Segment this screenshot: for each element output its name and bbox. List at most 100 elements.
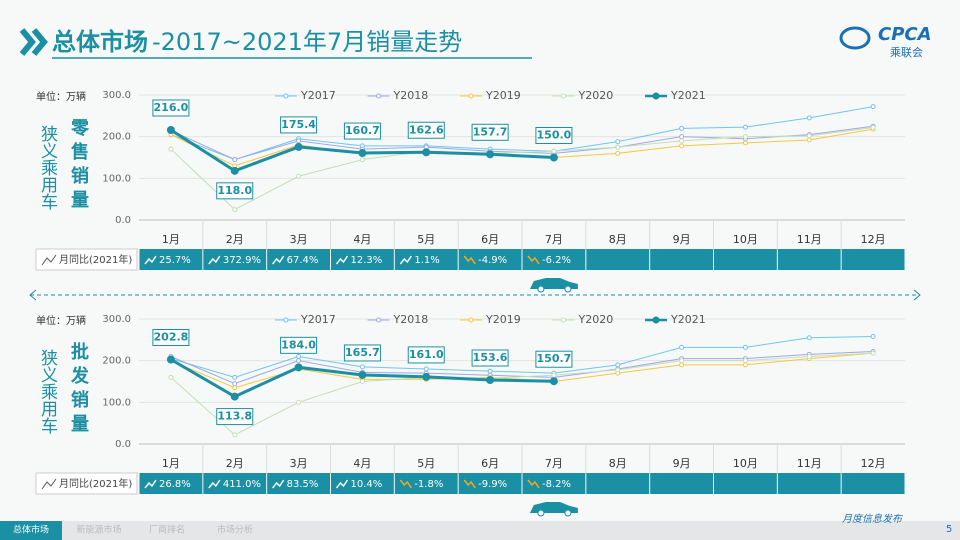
point [487,368,493,374]
x-tick-label: 8月 [609,457,627,470]
data-label-box [407,346,445,364]
chart-title: 批发销量 [68,341,90,438]
yoy-label: 月同比(2021年) [59,477,132,490]
point [359,364,365,370]
footer-tab[interactable]: 总体市场 [13,524,49,536]
yoy-cell [650,473,713,494]
series-line [170,106,874,161]
data-label-box [280,116,318,134]
divider-arrows [29,289,921,301]
data-label-box [343,344,381,362]
x-tick-label: 10月 [733,233,758,246]
logo-sub: 乘联会 [890,46,923,59]
legend-marker [652,316,660,324]
data-label: 118.0 [217,184,252,197]
data-label: 150.7 [537,352,572,365]
point [806,133,812,139]
yoy-cell [586,249,650,270]
yoy-value: -6.2% [542,255,571,266]
yoy-cell [522,473,586,494]
yoy-arrow [463,479,476,489]
point [870,350,876,356]
unit-label: 单位：万辆 [36,314,86,327]
point [486,150,495,159]
legend-marker [376,93,381,99]
legend-label: Y2019 [485,89,521,102]
data-label-box [152,99,190,117]
yoy-arrow [144,479,157,489]
yoy-cell [841,249,905,270]
data-label: 157.7 [473,125,508,138]
yoy-cell [650,249,713,270]
yoy-arrow [144,255,157,265]
y-tick-label: 300.0 [102,314,131,325]
legend-label: Y2018 [393,313,429,326]
point [870,125,876,130]
point [679,143,685,149]
x-tick-label: 12月 [861,457,886,470]
x-tick-label: 6月 [481,233,499,246]
data-label-box [280,336,318,354]
footer-tab[interactable]: 新能源市场 [76,524,121,536]
data-label-box [152,329,190,346]
point [549,153,558,162]
yoy-cell [139,473,203,494]
point [230,166,239,175]
point [615,367,621,373]
series-line [170,336,874,378]
yoy-value: -8.2% [542,479,571,490]
legend-marker [561,93,566,99]
x-tick-label: 1月 [162,457,180,470]
x-tick-label: 3月 [290,233,308,246]
yoy-label-bg [35,472,138,495]
legend-label: Y2020 [578,89,614,102]
point [294,363,303,372]
point [423,366,429,372]
x-tick-label: 3月 [290,457,308,470]
point [806,115,812,121]
yoy-cell [394,249,458,270]
yoy-arrow [527,479,540,489]
yoy-cell [458,249,522,270]
data-label-box [471,123,509,141]
x-tick-label: 11月 [797,233,822,246]
point [679,358,685,364]
logo: CPCA [878,24,932,45]
yoy-cell [331,249,394,270]
title-bold: 总体市场 [52,28,148,56]
yoy-arrow [399,255,412,265]
yoy-arrow [272,255,285,265]
point [296,358,302,364]
footer-tab[interactable]: 厂商排名 [149,524,185,536]
yoy-value: 26.8% [159,479,191,490]
y-tick-label: 200.0 [102,132,131,143]
footer-tab[interactable]: 市场分析 [217,524,253,536]
data-label: 113.8 [217,410,252,423]
y-tick-label: 100.0 [102,397,131,408]
x-tick-label: 11月 [797,457,822,470]
x-tick-label: 12月 [861,233,886,246]
data-label-box [343,122,381,140]
point [615,362,621,368]
point [359,157,365,163]
legend-marker [468,93,474,99]
data-label-box [216,182,254,200]
point [549,377,558,386]
yoy-value: 12.3% [351,255,383,266]
point [679,362,685,368]
yoy-cell [267,473,330,494]
header-chevrons [19,28,48,56]
title-rest: -2017~2021年7月销量走势 [152,28,462,56]
yoy-value: 83.5% [287,479,319,490]
car-wheel [564,509,572,517]
legend-marker [283,317,289,323]
yoy-label-bg [35,248,138,271]
legend-marker [283,93,289,99]
car-wheel [537,285,545,293]
yoy-arrow [272,479,285,489]
chart-title: 零售销量 [68,118,90,214]
yoy-cell [203,473,267,494]
yoy-label: 月同比(2021年) [59,253,132,266]
x-tick-label: 2月 [226,457,244,470]
